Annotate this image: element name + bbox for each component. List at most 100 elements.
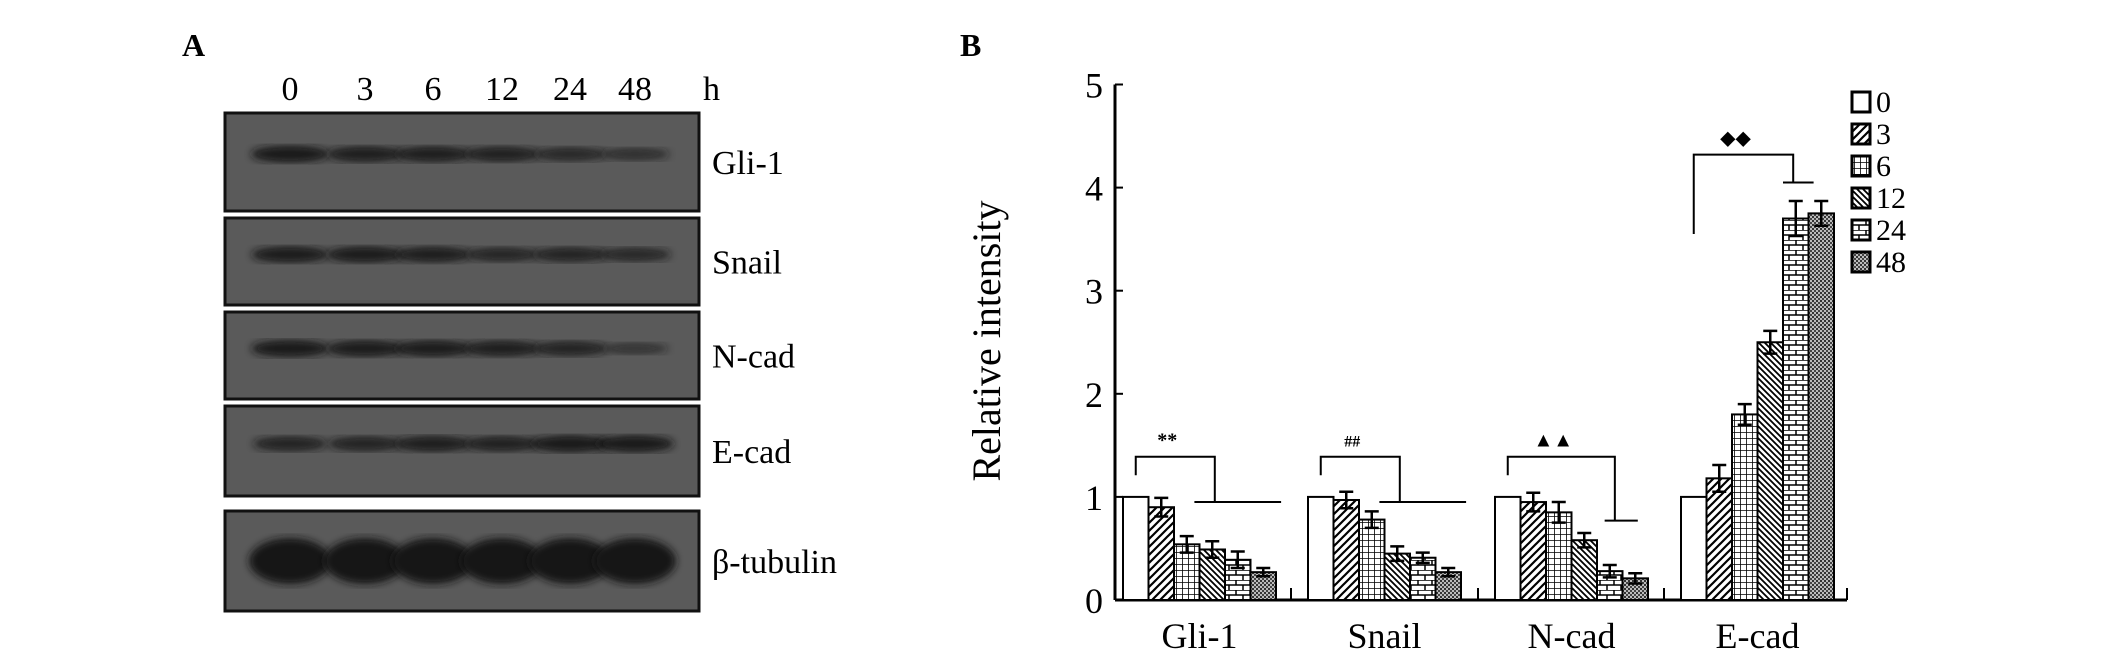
protein-band (327, 146, 403, 163)
error-bar (1737, 402, 1752, 426)
error-bar (1154, 496, 1169, 518)
bar (1332, 498, 1360, 602)
legend-label: 48 (1876, 246, 1906, 279)
significance-symbol: ▲▲ (1534, 430, 1574, 452)
protein-band (392, 538, 474, 584)
protein-label: Gli-1 (712, 145, 784, 182)
error-bar (1788, 199, 1803, 238)
legend-label: 24 (1876, 214, 1906, 247)
lane-label: 3 (357, 71, 374, 108)
legend-label: 12 (1876, 182, 1906, 215)
error-bar (1551, 500, 1566, 524)
protein-band (328, 436, 402, 452)
bar (1545, 511, 1573, 601)
error-bar (1577, 531, 1592, 549)
bar (1782, 217, 1810, 601)
x-tick-label: E-cad (1716, 616, 1800, 656)
bar (1122, 495, 1150, 601)
lane-label: 6 (425, 71, 442, 108)
protein-band (326, 246, 404, 263)
lane-label: 24 (553, 71, 587, 108)
legend-swatch (1850, 186, 1872, 210)
error-bar (1339, 490, 1354, 510)
protein-band (531, 435, 609, 453)
legend-swatch (1850, 250, 1872, 274)
y-tick-label: 4 (1085, 169, 1103, 209)
protein-band (533, 341, 607, 357)
blot-row: N-cad (223, 310, 795, 401)
y-tick-label: 2 (1085, 375, 1103, 415)
protein-band (529, 538, 611, 584)
protein-band (251, 246, 329, 263)
legend-swatch (1850, 154, 1872, 178)
error-bar (1602, 563, 1617, 579)
protein-band (326, 340, 404, 357)
y-tick-label: 3 (1085, 272, 1103, 312)
protein-band (601, 342, 669, 355)
error-bar (1763, 329, 1778, 355)
protein-band (533, 247, 607, 263)
protein-band (461, 538, 543, 584)
error-bar (1441, 566, 1456, 578)
y-tick-label: 1 (1085, 478, 1103, 518)
error-bar (1205, 539, 1220, 559)
x-tick-label: Gli-1 (1162, 616, 1238, 656)
blot-row: Gli-1 (223, 111, 784, 213)
lane-label: 48 (618, 71, 652, 108)
y-axis-label: Relative intensity (964, 200, 1009, 481)
legend-swatch (1850, 122, 1872, 146)
error-bar (1390, 545, 1405, 563)
bar (1147, 506, 1175, 601)
protein-band (464, 436, 540, 452)
protein-band (394, 340, 472, 357)
legend-label: 3 (1876, 118, 1891, 151)
protein-band (249, 538, 331, 584)
protein-band (253, 436, 327, 452)
bar (1756, 341, 1784, 601)
significance-bracket (1506, 455, 1638, 522)
protein-band (324, 538, 406, 584)
legend-label: 6 (1876, 150, 1891, 183)
unit-label: h (703, 71, 720, 108)
legend-swatch (1850, 90, 1872, 114)
lane-label: 0 (282, 71, 299, 108)
bar (1494, 495, 1522, 601)
protein-band (395, 146, 471, 163)
lane-label: 12 (485, 71, 519, 108)
bar (1807, 212, 1835, 601)
blot-row: Snail (223, 216, 782, 307)
blot-row: β-tubulin (223, 509, 837, 613)
bar (1705, 477, 1733, 602)
protein-band (600, 147, 670, 161)
error-bar (1230, 550, 1245, 570)
error-bar (1628, 571, 1643, 585)
significance-symbol: ** (1157, 430, 1177, 452)
error-bar (1179, 534, 1194, 554)
protein-band (395, 246, 471, 263)
protein-band (251, 145, 329, 163)
error-bar (1415, 551, 1430, 565)
error-bar (1526, 491, 1541, 513)
x-tick-label: N-cad (1528, 616, 1616, 656)
y-tick-label: 0 (1085, 581, 1103, 621)
protein-band (464, 146, 540, 162)
protein-label: N-cad (712, 339, 795, 376)
significance-bracket (1319, 455, 1467, 504)
significance-bracket (1692, 153, 1814, 234)
protein-band (599, 247, 671, 262)
error-bar (1814, 199, 1829, 227)
protein-band (464, 340, 540, 357)
significance-bracket (1134, 455, 1282, 504)
western-blot-panel: A 0 3 6 12 24 48 h Gli-1 Snail N-cad E-cad β-tubul… (182, 27, 837, 613)
protein-band (594, 538, 676, 584)
significance-symbol: ◆◆ (1720, 128, 1751, 150)
protein-label: β-tubulin (712, 544, 837, 581)
panel-label-a: A (182, 27, 205, 63)
bar (1519, 501, 1547, 601)
error-bar (1364, 510, 1379, 530)
legend-label: 0 (1876, 86, 1891, 119)
blot-row: E-cad (223, 404, 791, 498)
error-bar (1256, 566, 1271, 578)
protein-band (465, 247, 539, 262)
